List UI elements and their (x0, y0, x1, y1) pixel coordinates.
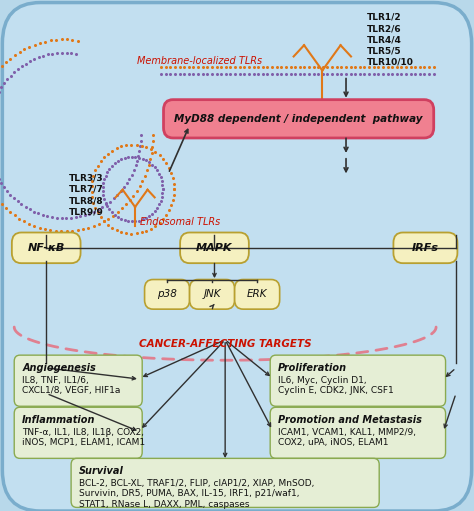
FancyBboxPatch shape (164, 100, 434, 138)
FancyBboxPatch shape (145, 280, 190, 309)
Text: TLR4/4: TLR4/4 (367, 35, 402, 44)
FancyBboxPatch shape (71, 458, 379, 507)
Text: TLR10/10: TLR10/10 (367, 58, 414, 67)
FancyBboxPatch shape (393, 233, 457, 263)
Text: ERK: ERK (247, 289, 267, 299)
Text: TLR1/2: TLR1/2 (367, 13, 402, 22)
Text: BCL-2, BCL-XL, TRAF1/2, FLIP, cIAP1/2, XIAP, MnSOD,
Survivin, DR5, PUMA, BAX, IL: BCL-2, BCL-XL, TRAF1/2, FLIP, cIAP1/2, X… (79, 479, 315, 508)
Text: IL6, Myc, Cyclin D1,
Cyclin E, CDK2, JNK, CSF1: IL6, Myc, Cyclin D1, Cyclin E, CDK2, JNK… (278, 376, 394, 395)
FancyBboxPatch shape (270, 355, 446, 406)
FancyBboxPatch shape (180, 233, 249, 263)
Text: IL8, TNF, IL1/6,
CXCL1/8, VEGF, HIF1a: IL8, TNF, IL1/6, CXCL1/8, VEGF, HIF1a (22, 376, 121, 395)
FancyBboxPatch shape (270, 407, 446, 458)
Text: CANCER-AFFECTING TARGETS: CANCER-AFFECTING TARGETS (139, 339, 311, 349)
Text: ICAM1, VCAM1, KAL1, MMP2/9,
COX2, uPA, iNOS, ELAM1: ICAM1, VCAM1, KAL1, MMP2/9, COX2, uPA, i… (278, 428, 416, 447)
Text: Angiogenesis: Angiogenesis (22, 363, 96, 373)
Text: Survival: Survival (79, 466, 124, 476)
Text: TLR8/8: TLR8/8 (69, 196, 103, 205)
Text: Membrane-localized TLRs: Membrane-localized TLRs (137, 56, 262, 66)
FancyBboxPatch shape (14, 355, 142, 406)
FancyBboxPatch shape (2, 3, 472, 511)
Text: Proliferation: Proliferation (278, 363, 347, 373)
FancyBboxPatch shape (12, 233, 81, 263)
Text: Endosomal TLRs: Endosomal TLRs (140, 217, 220, 227)
Text: Inflammation: Inflammation (22, 415, 96, 425)
Text: MyD88 dependent / independent  pathway: MyD88 dependent / independent pathway (174, 114, 423, 124)
FancyBboxPatch shape (14, 407, 142, 458)
Text: IRFs: IRFs (412, 243, 439, 253)
Text: JNK: JNK (203, 289, 221, 299)
Text: TLR7/7: TLR7/7 (69, 185, 104, 194)
Text: MAPK: MAPK (196, 243, 233, 253)
Text: TLR2/6: TLR2/6 (367, 24, 402, 33)
Text: Promotion and Metastasis: Promotion and Metastasis (278, 415, 422, 425)
Text: p38: p38 (157, 289, 177, 299)
FancyBboxPatch shape (235, 280, 280, 309)
Text: TLR9/9: TLR9/9 (69, 207, 104, 217)
Text: TLR3/3: TLR3/3 (69, 174, 103, 183)
Text: TNF-α, IL1, IL8, IL1β, COX2,
iNOS, MCP1, ELAM1, ICAM1: TNF-α, IL1, IL8, IL1β, COX2, iNOS, MCP1,… (22, 428, 146, 447)
Text: NF-κB: NF-κB (27, 243, 65, 253)
FancyBboxPatch shape (190, 280, 235, 309)
Text: TLR5/5: TLR5/5 (367, 47, 402, 56)
